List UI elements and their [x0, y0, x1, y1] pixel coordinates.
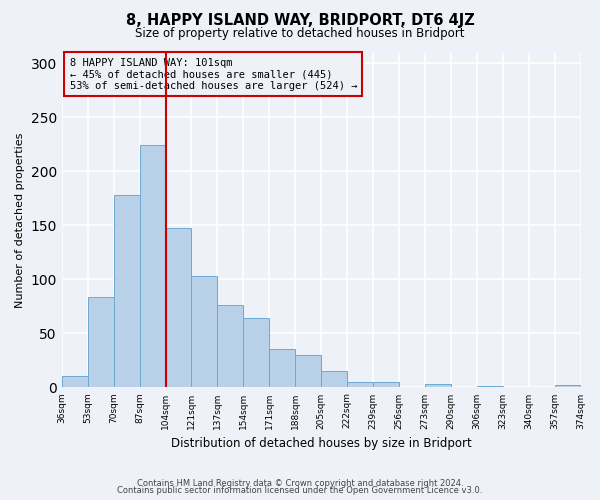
- Y-axis label: Number of detached properties: Number of detached properties: [15, 132, 25, 308]
- Bar: [477, 386, 503, 388]
- Bar: [113, 195, 140, 388]
- Bar: [425, 384, 451, 388]
- Bar: [295, 355, 321, 388]
- Text: Contains HM Land Registry data © Crown copyright and database right 2024.: Contains HM Land Registry data © Crown c…: [137, 478, 463, 488]
- Bar: [244, 318, 269, 388]
- Bar: [88, 296, 113, 388]
- Bar: [554, 386, 581, 388]
- Bar: [373, 382, 399, 388]
- Bar: [217, 306, 244, 388]
- X-axis label: Distribution of detached houses by size in Bridport: Distribution of detached houses by size …: [171, 437, 472, 450]
- Bar: [140, 146, 166, 388]
- Text: Contains public sector information licensed under the Open Government Licence v3: Contains public sector information licen…: [118, 486, 482, 495]
- Text: Size of property relative to detached houses in Bridport: Size of property relative to detached ho…: [135, 28, 465, 40]
- Bar: [191, 276, 217, 388]
- Text: 8 HAPPY ISLAND WAY: 101sqm
← 45% of detached houses are smaller (445)
53% of sem: 8 HAPPY ISLAND WAY: 101sqm ← 45% of deta…: [70, 58, 357, 90]
- Text: 8, HAPPY ISLAND WAY, BRIDPORT, DT6 4JZ: 8, HAPPY ISLAND WAY, BRIDPORT, DT6 4JZ: [125, 12, 475, 28]
- Bar: [321, 371, 347, 388]
- Bar: [166, 228, 191, 388]
- Bar: [269, 348, 295, 388]
- Bar: [347, 382, 373, 388]
- Bar: [62, 376, 88, 388]
